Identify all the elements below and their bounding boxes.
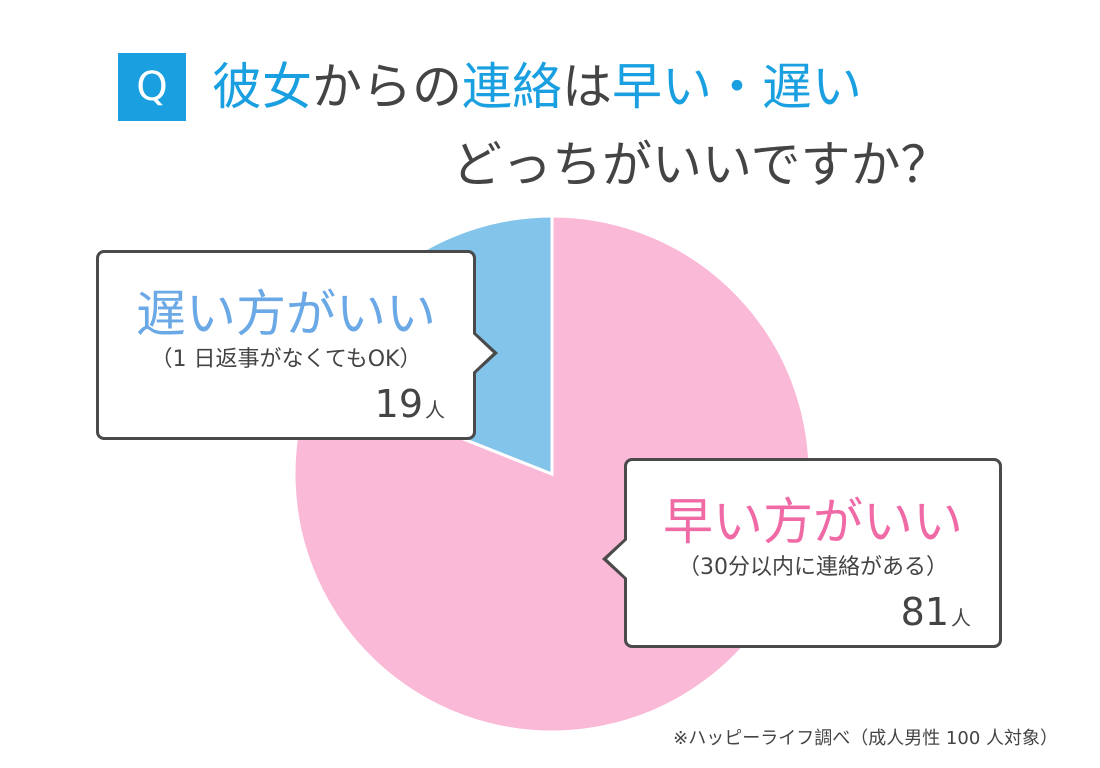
title-segment: 連絡 [462, 58, 562, 116]
fast-count: 81 人 [901, 593, 971, 631]
slow-count: 19 人 [375, 385, 445, 423]
slow-count-unit: 人 [425, 398, 445, 422]
callout-fast: 早い方がいい （30分以内に連絡がある） 81 人 [602, 458, 1002, 648]
title-segment: は [562, 58, 612, 116]
slow-sublabel: （1 日返事がなくてもOK） [150, 347, 422, 372]
fast-sublabel: （30分以内に連絡がある） [678, 555, 948, 580]
slow-label: 遅い方がいい [136, 285, 436, 343]
callout-slow: 遅い方がいい （1 日返事がなくてもOK） 19 人 [96, 250, 498, 440]
title-segment: からの [312, 58, 462, 116]
fast-count-value: 81 [900, 590, 949, 634]
title-line-1: 彼女からの連絡は早い・遅い [212, 62, 862, 112]
fast-count-unit: 人 [951, 606, 971, 630]
title-line-2: どっちがいいですか？ [452, 136, 951, 194]
source-note: ※ハッピーライフ調べ（成人男性 100 人対象） [673, 728, 1058, 749]
question-badge: Q [118, 53, 186, 121]
fast-label: 早い方がいい [663, 493, 963, 551]
slow-count-value: 19 [374, 382, 423, 426]
title-segment: 早い・遅い [612, 58, 862, 116]
title-segment: 彼女 [212, 58, 312, 116]
